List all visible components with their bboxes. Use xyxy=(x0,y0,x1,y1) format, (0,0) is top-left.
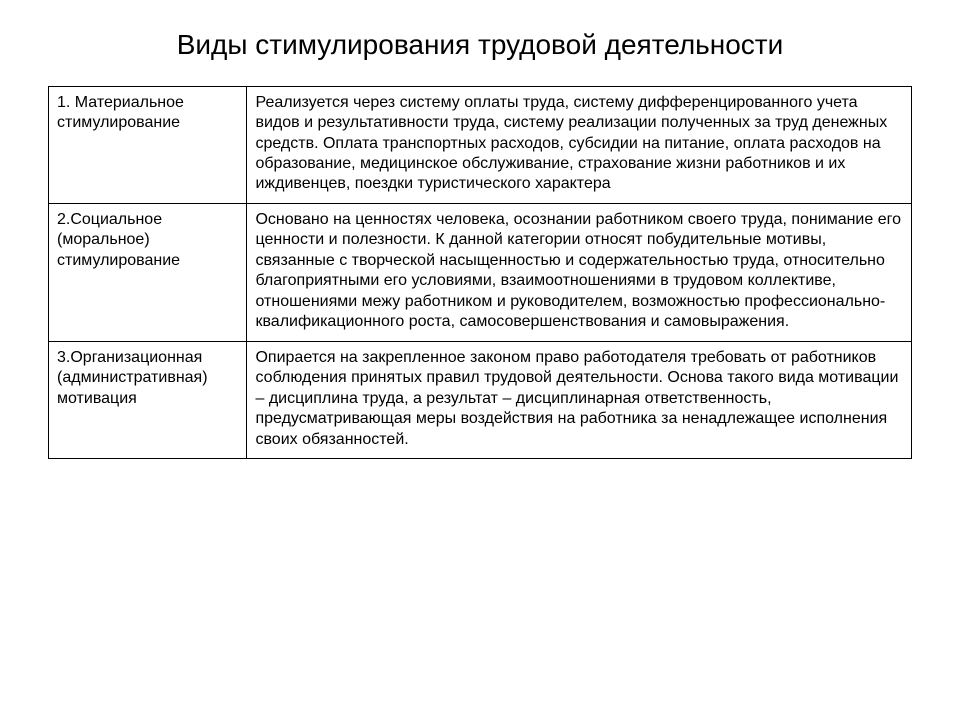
type-cell: 1. Материальное стимулирование xyxy=(49,86,247,203)
types-table: 1. Материальное стимулирование Реализует… xyxy=(48,86,912,460)
description-cell: Опирается на закрепленное законом право … xyxy=(247,341,912,458)
table-row: 3.Организационная (административная) мот… xyxy=(49,341,912,458)
page-title: Виды стимулирования трудовой деятельност… xyxy=(48,28,912,62)
description-cell: Основано на ценностях человека, осознани… xyxy=(247,203,912,341)
slide: Виды стимулирования трудовой деятельност… xyxy=(0,0,960,720)
table-row: 2.Социальное (моральное) стимулирование … xyxy=(49,203,912,341)
table-row: 1. Материальное стимулирование Реализует… xyxy=(49,86,912,203)
type-cell: 3.Организационная (административная) мот… xyxy=(49,341,247,458)
description-cell: Реализуется через систему оплаты труда, … xyxy=(247,86,912,203)
type-cell: 2.Социальное (моральное) стимулирование xyxy=(49,203,247,341)
